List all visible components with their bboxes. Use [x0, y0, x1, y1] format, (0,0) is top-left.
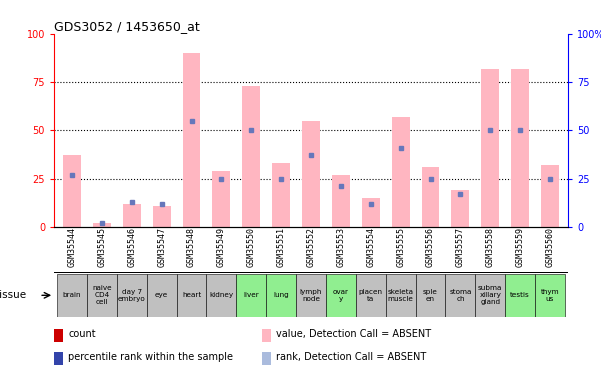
Bar — [262, 352, 270, 365]
Bar — [511, 69, 529, 227]
Text: day 7
embryо: day 7 embryо — [118, 289, 145, 302]
Text: GSM35546: GSM35546 — [127, 227, 136, 267]
Bar — [481, 69, 499, 227]
Bar — [415, 274, 445, 317]
Text: thym
us: thym us — [541, 289, 560, 302]
Text: liver: liver — [243, 292, 259, 298]
Bar — [541, 165, 559, 227]
Text: lung: lung — [273, 292, 289, 298]
Bar — [93, 223, 111, 227]
Bar — [386, 274, 415, 317]
Bar — [236, 274, 266, 317]
Bar — [183, 53, 201, 227]
Text: skeleta
muscle: skeleta muscle — [388, 289, 413, 302]
Text: GSM35552: GSM35552 — [307, 227, 316, 267]
Bar — [451, 190, 469, 227]
Bar — [392, 117, 410, 227]
Bar — [266, 274, 296, 317]
Text: testis: testis — [510, 292, 530, 298]
Text: subma
xillary
gland: subma xillary gland — [478, 285, 502, 305]
Bar — [272, 163, 290, 227]
Bar — [445, 274, 475, 317]
Bar — [242, 86, 260, 227]
Bar — [296, 274, 326, 317]
Bar — [505, 274, 535, 317]
Bar — [54, 329, 63, 342]
Text: GSM35553: GSM35553 — [337, 227, 346, 267]
Text: GSM35554: GSM35554 — [366, 227, 375, 267]
Text: value, Detection Call = ABSENT: value, Detection Call = ABSENT — [276, 328, 432, 339]
Bar — [302, 121, 320, 227]
Text: GSM35559: GSM35559 — [516, 227, 525, 267]
Bar — [212, 171, 230, 227]
Bar — [54, 352, 63, 365]
Text: GSM35548: GSM35548 — [187, 227, 196, 267]
Text: GSM35557: GSM35557 — [456, 227, 465, 267]
Text: naive
CD4
cell: naive CD4 cell — [92, 285, 112, 305]
Bar — [475, 274, 505, 317]
Bar — [535, 274, 565, 317]
Text: percentile rank within the sample: percentile rank within the sample — [69, 352, 233, 362]
Bar — [177, 274, 207, 317]
Text: lymph
node: lymph node — [300, 289, 322, 302]
Bar — [207, 274, 236, 317]
Text: GSM35558: GSM35558 — [486, 227, 495, 267]
Text: tissue: tissue — [0, 290, 27, 300]
Text: rank, Detection Call = ABSENT: rank, Detection Call = ABSENT — [276, 352, 426, 362]
Bar — [117, 274, 147, 317]
Text: GSM35547: GSM35547 — [157, 227, 166, 267]
Text: kidney: kidney — [209, 292, 233, 298]
Bar — [123, 204, 141, 227]
Text: sple
en: sple en — [423, 289, 438, 302]
Bar — [332, 175, 350, 227]
Text: brain: brain — [63, 292, 81, 298]
Text: placen
ta: placen ta — [359, 289, 383, 302]
Bar — [421, 167, 439, 227]
Text: eye: eye — [155, 292, 168, 298]
Text: GSM35549: GSM35549 — [217, 227, 226, 267]
Text: GSM35555: GSM35555 — [396, 227, 405, 267]
Text: GDS3052 / 1453650_at: GDS3052 / 1453650_at — [54, 20, 200, 33]
Text: GSM35545: GSM35545 — [97, 227, 106, 267]
Bar — [63, 155, 81, 227]
Bar — [147, 274, 177, 317]
Bar — [362, 198, 380, 227]
Bar — [153, 206, 171, 227]
Bar — [262, 329, 270, 342]
Text: GSM35551: GSM35551 — [276, 227, 285, 267]
Text: GSM35556: GSM35556 — [426, 227, 435, 267]
Bar — [326, 274, 356, 317]
Bar — [57, 274, 87, 317]
Text: ovar
y: ovar y — [333, 289, 349, 302]
Text: GSM35560: GSM35560 — [546, 227, 555, 267]
Bar — [356, 274, 386, 317]
Text: heart: heart — [182, 292, 201, 298]
Text: GSM35550: GSM35550 — [247, 227, 256, 267]
Bar — [87, 274, 117, 317]
Text: stoma
ch: stoma ch — [449, 289, 472, 302]
Text: GSM35544: GSM35544 — [67, 227, 76, 267]
Text: count: count — [69, 328, 96, 339]
